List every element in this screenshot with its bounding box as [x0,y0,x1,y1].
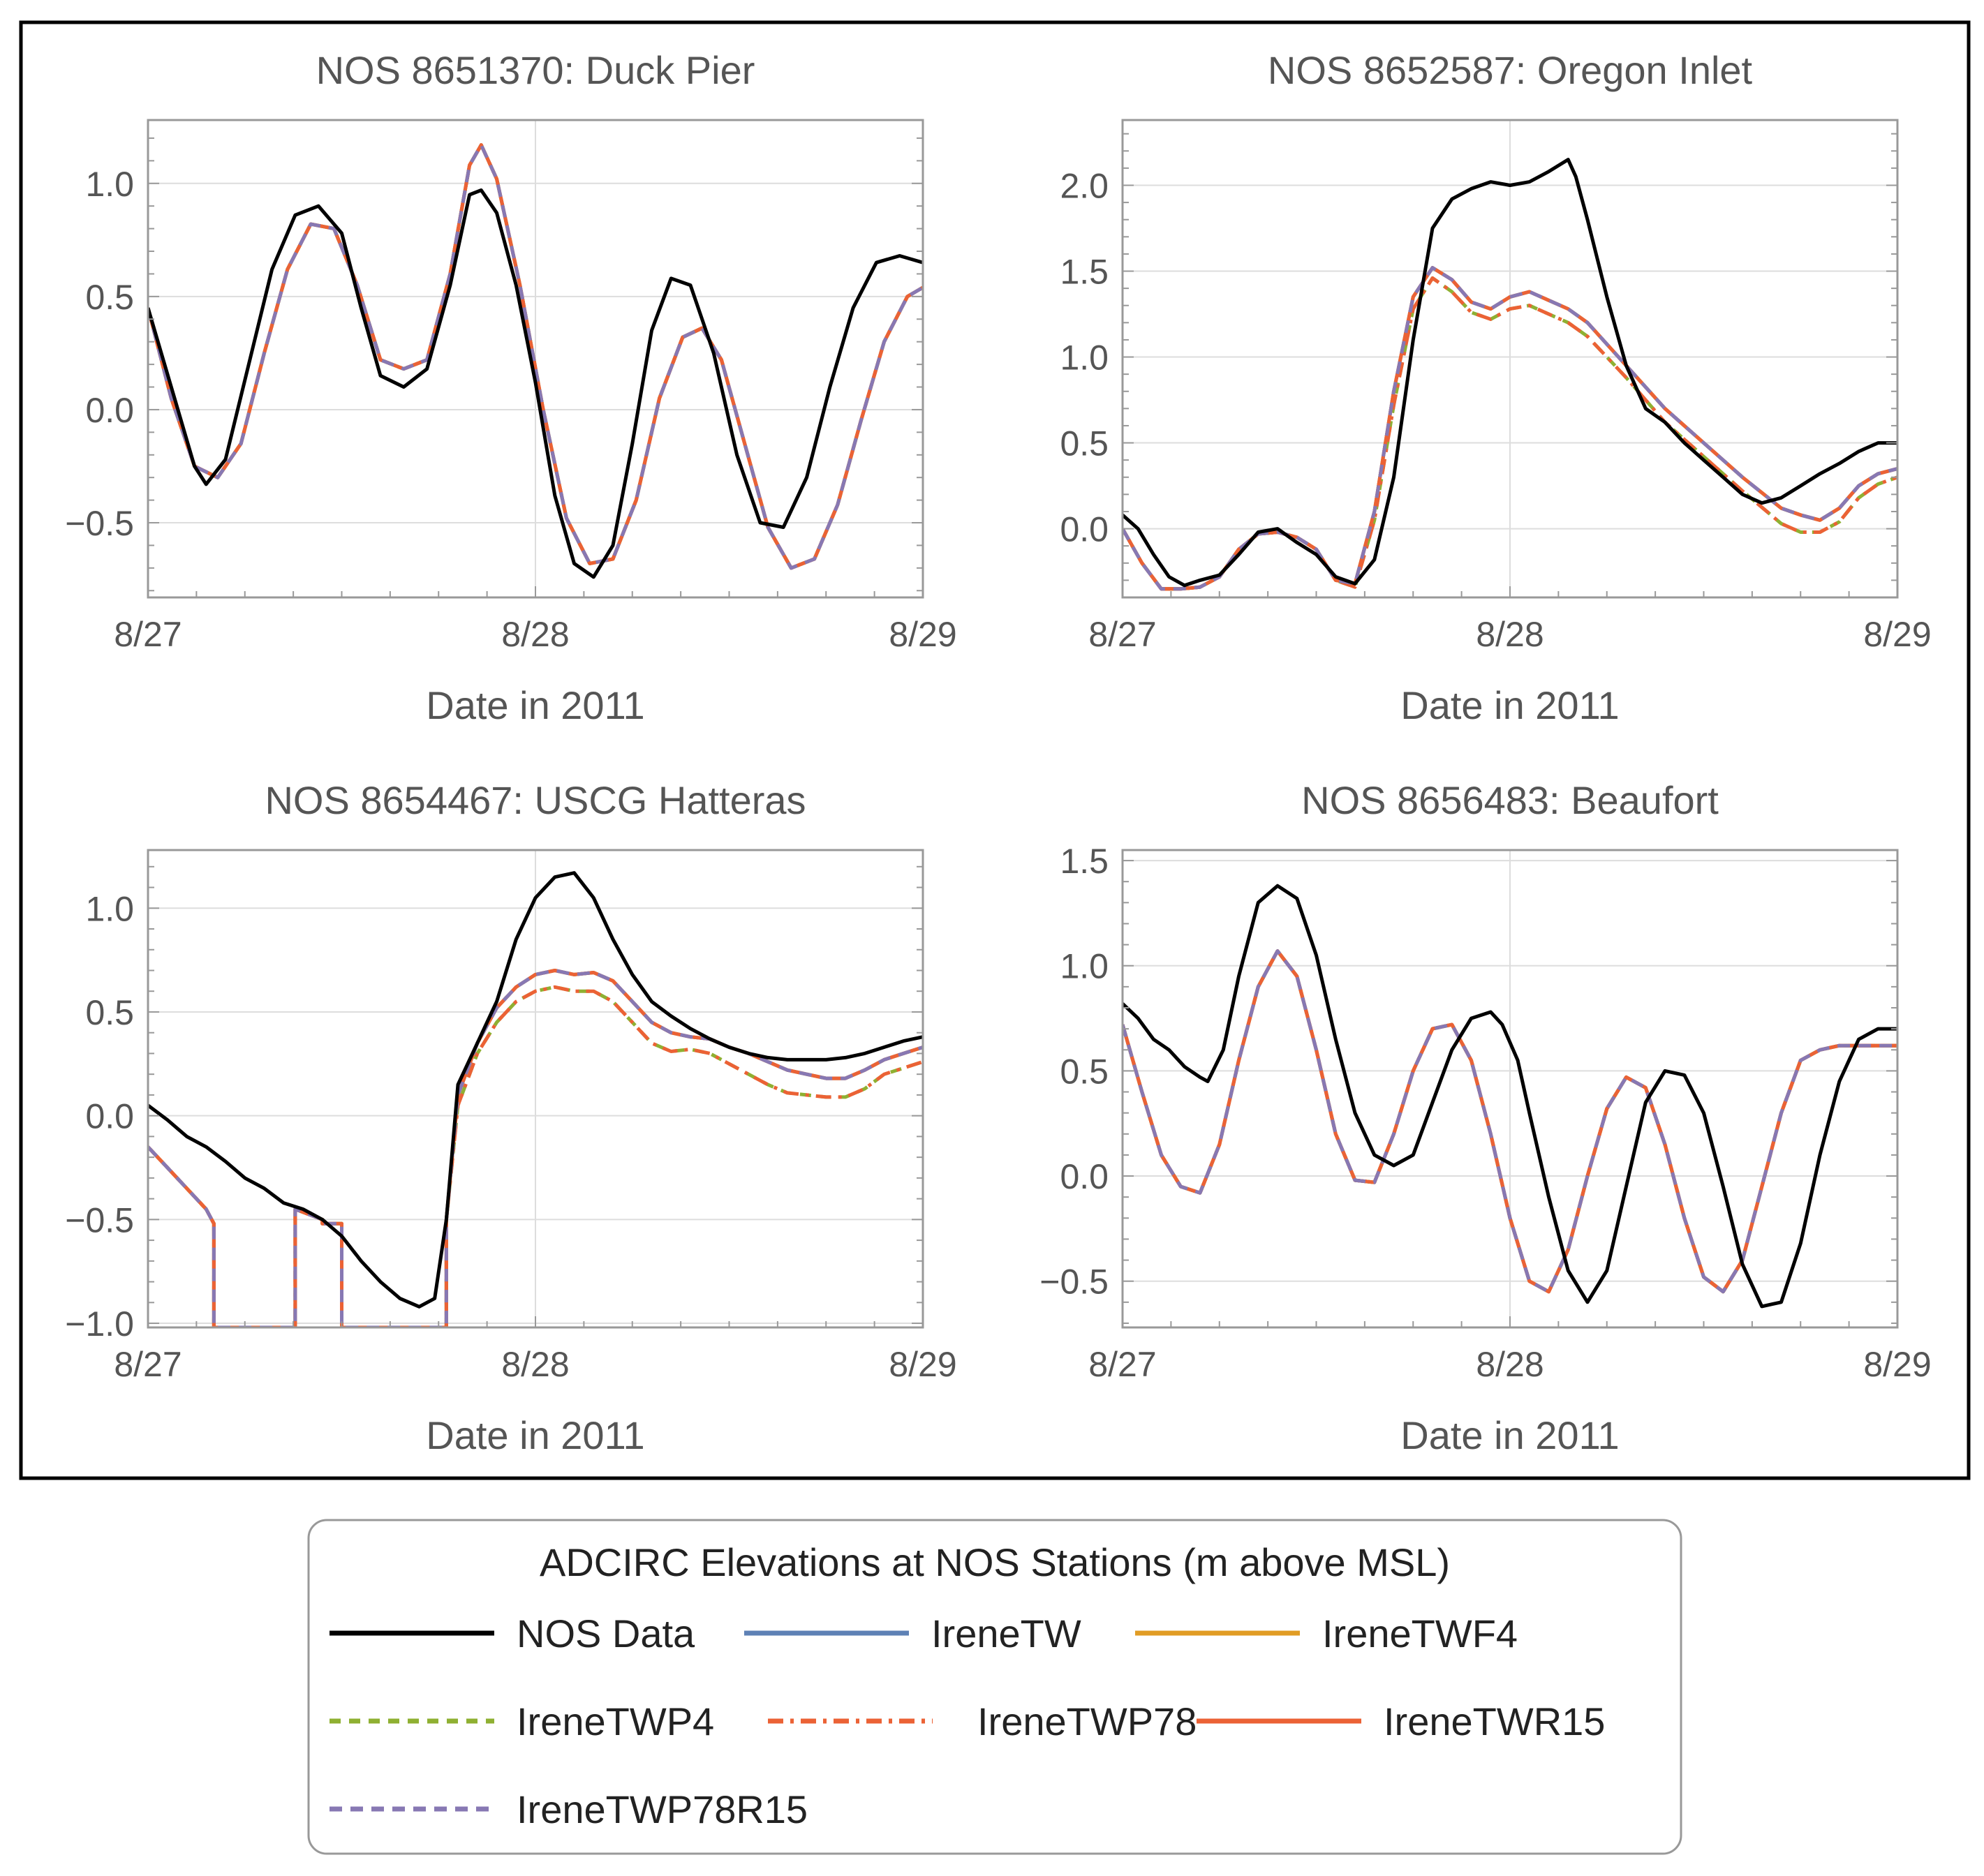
y-tick-label: 0.5 [85,278,134,317]
legend-entry-irenetwp4: IreneTWP4 [330,1699,714,1743]
legend-label: IreneTWP78R15 [517,1787,808,1831]
series-group [1123,158,1897,591]
legend-label: IreneTWP4 [517,1699,714,1743]
legend-entry-irenetw: IreneTW [744,1611,1081,1655]
x-tick-label: 8/27 [1088,1345,1156,1384]
legend-entry-irenetwp78r15: IreneTWP78R15 [330,1787,808,1831]
x-tick-label: 8/28 [1476,615,1543,654]
series-line-nos-data [148,871,923,1309]
y-tick-label: 0.0 [85,1097,134,1136]
legend-label: IreneTWF4 [1322,1611,1518,1655]
series-line-nos-data [1123,884,1897,1309]
y-tick-label: 1.5 [1060,842,1109,881]
legend-box [307,1519,1682,1855]
series-group [148,871,923,1327]
x-tick-label: 8/28 [501,1345,569,1384]
y-tick-label: 0.0 [1060,510,1109,549]
y-tick-label: 1.0 [1060,947,1109,986]
y-tick-label: 0.5 [1060,1052,1109,1091]
legend-label: IreneTW [931,1611,1081,1655]
series-line-irenetwp78r15 [1123,266,1897,591]
series-line-irenetwp78 [148,985,923,1327]
legend-entry-irenetwr15: IreneTWR15 [1197,1699,1605,1743]
y-tick-label: −0.5 [1039,1263,1109,1302]
chart-title: NOS 8656483: Beaufort [1301,778,1719,822]
y-tick-label: 0.5 [85,993,134,1032]
x-tick-label: 8/27 [114,1345,182,1384]
chart-beaufort: −0.5 0.0 0.5 1.0 1.5 8/27 8/28 8/29 NOS 8656483:… [1039,778,1931,1457]
y-tick-label: −0.5 [65,504,134,543]
x-tick-label: 8/28 [1476,1345,1543,1384]
x-tick-label: 8/29 [1863,615,1931,654]
x-tick-label: 8/29 [889,1345,956,1384]
y-tick-label: 2.0 [1060,166,1109,205]
legend-title: ADCIRC Elevations at NOS Stations (m abo… [540,1540,1450,1584]
x-axis-label: Date in 2011 [1400,683,1619,727]
x-axis-label: Date in 2011 [426,683,644,727]
series-line-nos-data [1123,158,1897,588]
legend-label: IreneTWP78 [977,1699,1197,1743]
chart-duck-pier: −0.5 0.0 0.5 1.0 8/27 8/28 8/29 NOS 8651370: Du… [65,48,956,727]
x-axis-label: Date in 2011 [1400,1413,1619,1457]
series-line-irenetwp78r15 [148,969,923,1327]
series-line-irenetwp78r15 [1123,949,1897,1294]
y-tick-label: 1.0 [1060,338,1109,378]
chart-title: NOS 8654467: USCG Hatteras [265,778,806,822]
y-tick-label: 0.0 [1060,1157,1109,1196]
series-line-irenetwp4 [148,985,923,1327]
series-group [1123,884,1897,1309]
y-tick-label: −1.0 [65,1304,134,1343]
legend: ADCIRC Elevations at NOS Stations (m abo… [307,1519,1682,1855]
series-line-irenetwp78r15 [148,143,923,570]
x-tick-label: 8/27 [114,615,182,654]
x-tick-label: 8/29 [1863,1345,1931,1384]
chart-uscg-hatteras: −1.0 −0.5 0.0 0.5 1.0 8/27 8/28 8/29 NOS 8654467… [65,778,956,1457]
legend-entry-irenetwf4: IreneTWF4 [1135,1611,1518,1655]
legend-label: IreneTWR15 [1384,1699,1605,1743]
chart-oregon-inlet: 0.0 0.5 1.0 1.5 2.0 8/27 8/28 8/29 NOS 8652587: … [1060,48,1931,727]
y-tick-label: 0.5 [1060,424,1109,463]
y-tick-label: 1.0 [85,889,134,928]
series-group [148,143,923,579]
x-tick-label: 8/28 [501,615,569,654]
x-tick-label: 8/29 [889,615,956,654]
y-tick-label: 1.0 [85,165,134,204]
panel-frame [19,20,1971,1480]
chart-title: NOS 8652587: Oregon Inlet [1268,48,1753,92]
y-tick-label: 1.5 [1060,253,1109,292]
series-line-nos-data [148,188,923,579]
x-axis-label: Date in 2011 [426,1413,644,1457]
legend-entry-irenetwp78: IreneTWP78 [768,1699,1197,1743]
legend-label: NOS Data [517,1611,695,1655]
legend-entries: NOS Data IreneTW IreneTWF4 IreneTWP4 IreneTW… [330,1611,1605,1831]
y-tick-label: −0.5 [65,1200,134,1240]
y-tick-label: 0.0 [85,391,134,430]
chart-title: NOS 8651370: Duck Pier [316,48,755,92]
x-tick-label: 8/27 [1088,615,1156,654]
legend-entry-nos-data: NOS Data [330,1611,695,1655]
series-line-irenetwp78 [1123,276,1897,591]
